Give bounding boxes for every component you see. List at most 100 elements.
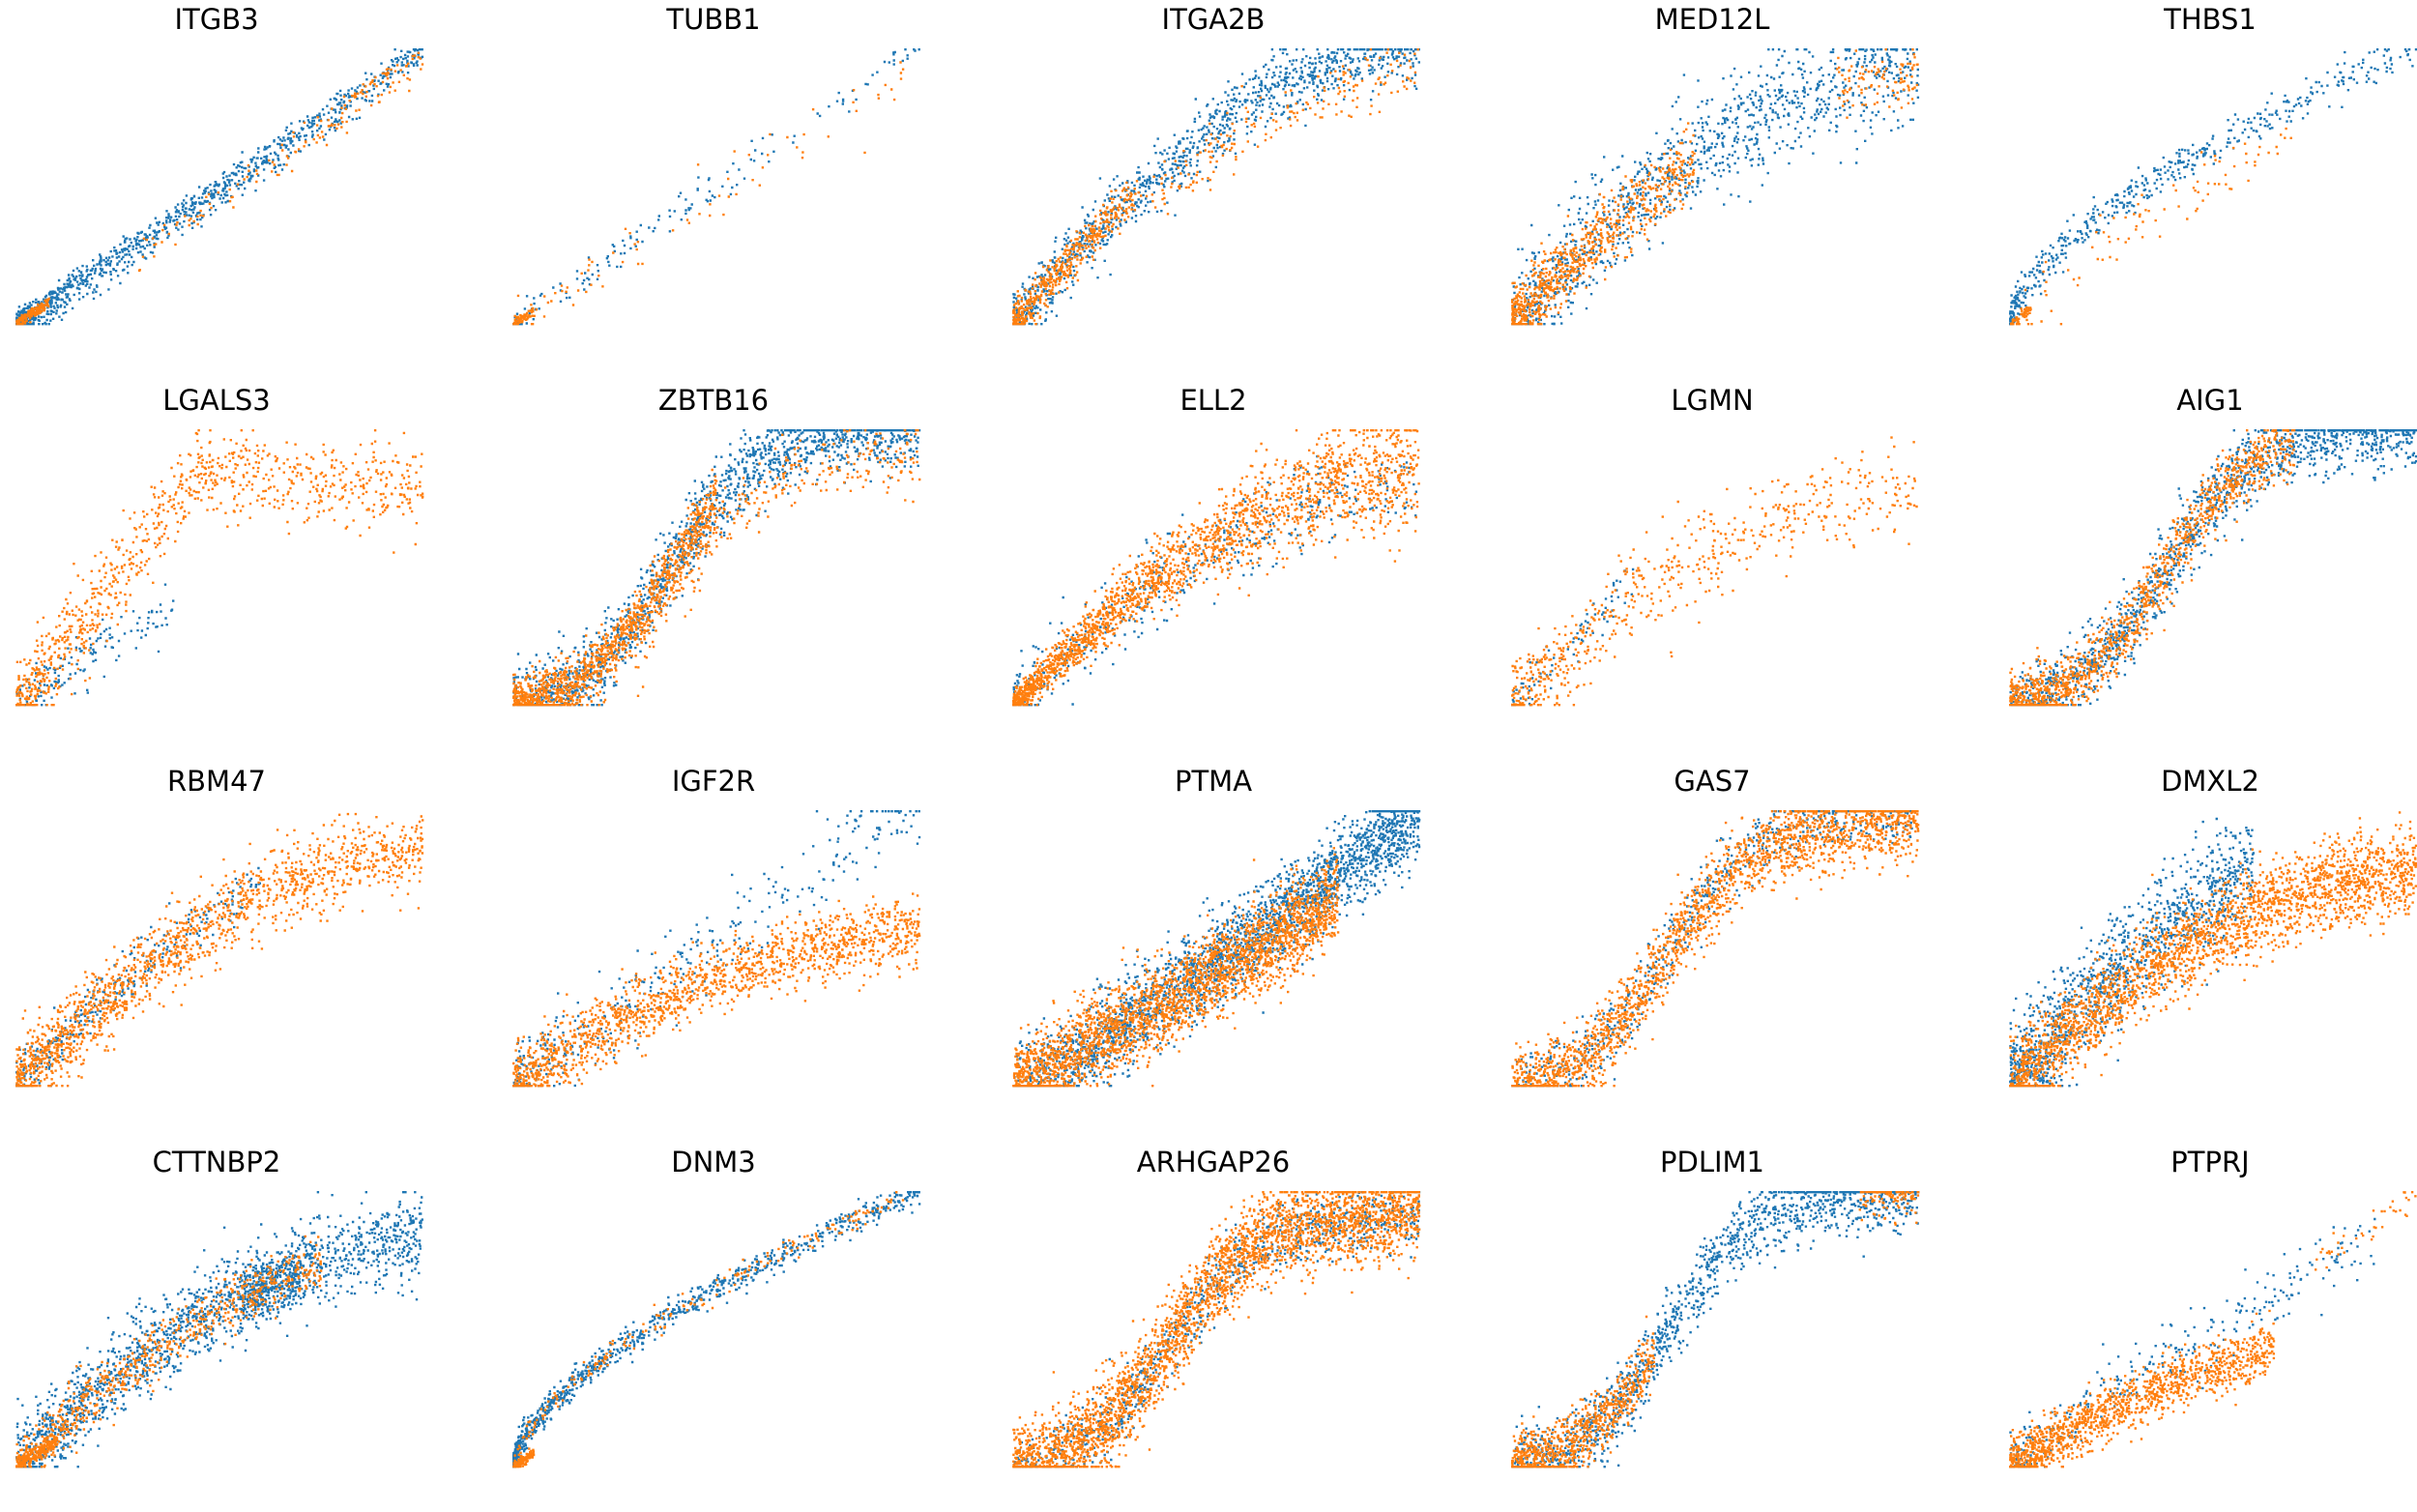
- series-blue-points: [1511, 48, 1919, 325]
- panel-title: RBM47: [0, 764, 468, 799]
- series-orange-points: [512, 1191, 904, 1468]
- scatter-plot: [510, 43, 975, 333]
- scatter-panel-rbm47: RBM47: [0, 764, 468, 1131]
- series-blue-points: [512, 1191, 920, 1468]
- series-blue-points: [1511, 568, 1634, 707]
- scatter-points: [512, 810, 920, 1087]
- scatter-plot: [2007, 43, 2417, 333]
- series-orange-points: [1012, 429, 1420, 706]
- panel-title: AIG1: [1959, 383, 2417, 418]
- series-blue-points: [1511, 810, 1918, 1087]
- panel-title: THBS1: [1959, 2, 2417, 37]
- scatter-panel-cttnbp2: CTTNBP2: [0, 1145, 468, 1512]
- scatter-points: [15, 52, 423, 326]
- scatter-plot: [510, 804, 975, 1094]
- panel-title: ZBTB16: [462, 383, 965, 418]
- series-orange-points: [1012, 48, 1419, 325]
- series-orange-points: [1511, 810, 1919, 1087]
- panel-title: CTTNBP2: [0, 1145, 468, 1179]
- scatter-panel-thbs1: THBS1: [1959, 2, 2417, 369]
- panel-title: PTPRJ: [1959, 1145, 2417, 1179]
- panel-title: ITGB3: [0, 2, 468, 37]
- scatter-points: [512, 429, 920, 706]
- series-orange-points: [512, 892, 920, 1087]
- panel-title: ARHGAP26: [962, 1145, 1465, 1179]
- panel-title: IGF2R: [462, 764, 965, 799]
- scatter-panel-pdlim1: PDLIM1: [1461, 1145, 1964, 1512]
- scatter-plot: [14, 804, 478, 1094]
- series-orange-points: [15, 813, 423, 1088]
- scatter-points: [15, 813, 423, 1088]
- series-blue-points: [1013, 455, 1418, 706]
- panel-title: TUBB1: [462, 2, 965, 37]
- panel-title: PTMA: [962, 764, 1465, 799]
- scatter-plot: [510, 423, 975, 713]
- scatter-points: [1511, 48, 1919, 325]
- panel-title: PDLIM1: [1461, 1145, 1964, 1179]
- scatter-points: [2009, 1218, 2375, 1468]
- scatter-points: [512, 892, 920, 1087]
- scatter-panel-gas7: GAS7: [1461, 764, 1964, 1131]
- scatter-points: [1511, 436, 1918, 706]
- scatter-points: [1012, 429, 1420, 706]
- panel-title: ELL2: [962, 383, 1465, 418]
- scatter-plot: [1509, 43, 1973, 333]
- scatter-points: [1013, 455, 1418, 706]
- scatter-points: [15, 1236, 322, 1468]
- scatter-panel-aig1: AIG1: [1959, 383, 2417, 750]
- series-blue-points: [2009, 1218, 2375, 1468]
- scatter-points: [15, 584, 174, 707]
- scatter-panel-dnm3: DNM3: [462, 1145, 965, 1512]
- scatter-panel-zbtb16: ZBTB16: [462, 383, 965, 750]
- series-orange-points: [2009, 429, 2295, 706]
- panel-title: LGMN: [1461, 383, 1964, 418]
- scatter-plot: [1010, 804, 1474, 1094]
- scatter-panel-itga2b: ITGA2B: [962, 2, 1465, 369]
- scatter-points: [2009, 1191, 2417, 1468]
- panel-title: GAS7: [1461, 764, 1964, 799]
- series-blue-points: [2009, 48, 2417, 325]
- series-blue-points: [2010, 429, 2417, 706]
- scatter-plot: [1509, 1185, 1973, 1475]
- scatter-points: [512, 429, 920, 706]
- scatter-plot: [2007, 1185, 2417, 1475]
- scatter-points: [512, 61, 904, 325]
- series-blue-points: [512, 429, 920, 706]
- series-blue-points: [1012, 48, 1420, 325]
- series-orange-points: [1012, 1191, 1420, 1468]
- scatter-plot: [14, 423, 478, 713]
- series-orange-points: [15, 52, 423, 326]
- series-orange-points: [15, 1236, 322, 1468]
- scatter-points: [2009, 429, 2295, 706]
- scatter-plot: [14, 43, 478, 333]
- scatter-panel-ell2: ELL2: [962, 383, 1465, 750]
- series-orange-points: [1511, 436, 1918, 706]
- series-orange-points: [1511, 48, 1919, 325]
- series-orange-points: [512, 61, 904, 325]
- scatter-plot: [1010, 43, 1474, 333]
- scatter-points: [1511, 1191, 1919, 1468]
- series-orange-points: [1012, 847, 1339, 1087]
- scatter-points: [2010, 429, 2417, 706]
- series-orange-points: [512, 429, 920, 706]
- scatter-points: [1012, 1191, 1420, 1468]
- scatter-plot: [1010, 1185, 1474, 1475]
- scatter-points: [512, 1191, 920, 1468]
- panel-title: LGALS3: [0, 383, 468, 418]
- scatter-panel-itgb3: ITGB3: [0, 2, 468, 369]
- scatter-panel-ptma: PTMA: [962, 764, 1465, 1131]
- panel-title: DNM3: [462, 1145, 965, 1179]
- scatter-plot: [510, 1185, 975, 1475]
- scatter-points: [2009, 48, 2417, 325]
- scatter-plot: [14, 1185, 478, 1475]
- scatter-panel-dmxl2: DMXL2: [1959, 764, 2417, 1131]
- series-orange-points: [2010, 128, 2292, 326]
- series-blue-points: [512, 810, 920, 1087]
- scatter-plot: [1509, 423, 1973, 713]
- scatter-points: [512, 1191, 904, 1468]
- scatter-points: [2010, 128, 2292, 326]
- scatter-points: [1511, 568, 1634, 707]
- scatter-points: [1012, 847, 1339, 1087]
- scatter-points: [1511, 810, 1919, 1087]
